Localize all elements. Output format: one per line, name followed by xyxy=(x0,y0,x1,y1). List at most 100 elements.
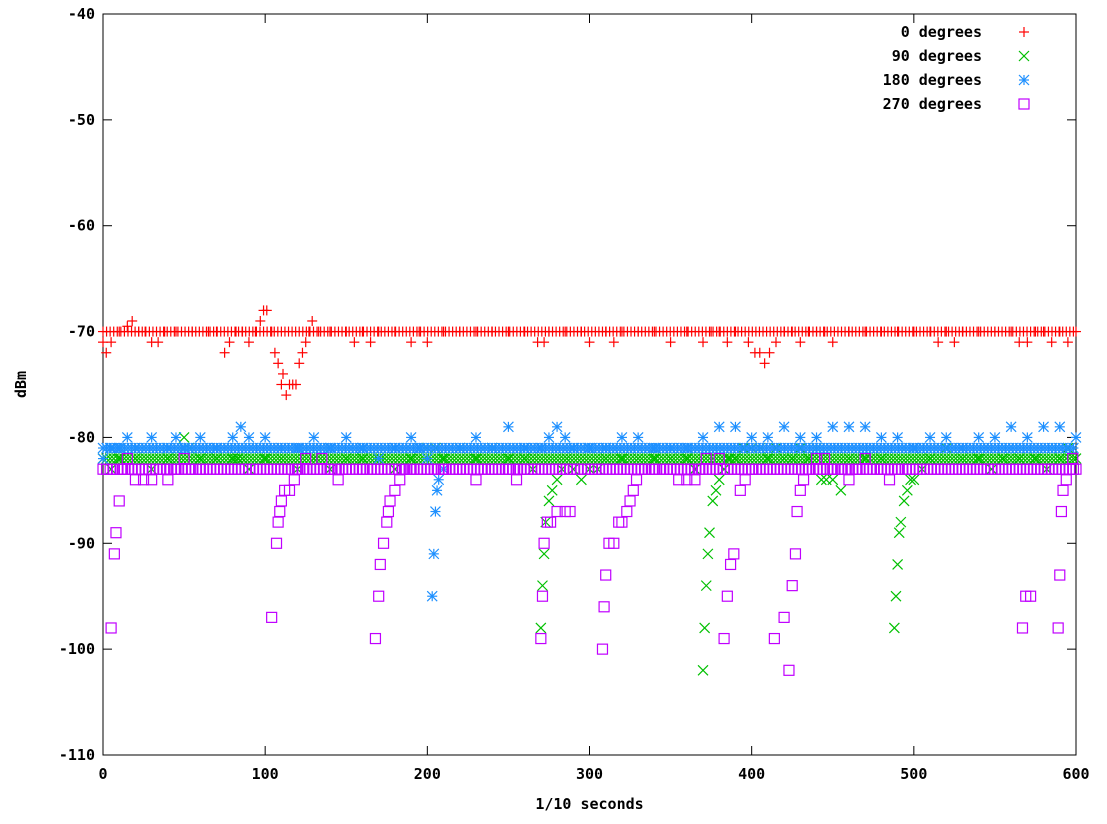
data-point xyxy=(665,337,676,348)
data-point xyxy=(543,495,555,507)
data-point xyxy=(616,453,628,465)
data-point xyxy=(218,463,230,475)
legend: 0 degrees 90 degrees 180 degrees 270 degree… xyxy=(883,23,1030,113)
data-point xyxy=(222,463,234,475)
data-point xyxy=(426,590,438,602)
data-point xyxy=(1067,453,1079,465)
data-point xyxy=(632,453,644,465)
data-point xyxy=(502,453,514,465)
data-point xyxy=(405,463,417,475)
data-point xyxy=(303,326,314,337)
data-point xyxy=(678,463,691,475)
data-point xyxy=(486,442,498,454)
data-point xyxy=(600,453,612,465)
data-point xyxy=(454,442,466,454)
data-point xyxy=(544,516,557,528)
data-point xyxy=(710,484,722,496)
data-point xyxy=(771,463,783,475)
data-point xyxy=(694,463,706,475)
data-point xyxy=(621,505,633,518)
data-point xyxy=(732,463,744,475)
data-point xyxy=(910,463,923,475)
y-tick-label: -40 xyxy=(68,5,95,23)
data-point xyxy=(607,463,619,475)
data-point xyxy=(628,463,641,475)
data-point xyxy=(551,505,563,518)
data-point xyxy=(827,337,838,348)
x-tick-label: 200 xyxy=(414,765,441,783)
data-point xyxy=(714,326,725,337)
data-point xyxy=(204,463,216,475)
data-point xyxy=(272,463,284,475)
legend-label: 180 degrees xyxy=(883,71,982,89)
data-point xyxy=(827,421,839,433)
data-point xyxy=(1054,421,1066,433)
data-point xyxy=(237,326,248,337)
data-point xyxy=(278,368,289,379)
data-point xyxy=(457,463,469,475)
data-point xyxy=(259,432,271,443)
data-point xyxy=(762,453,774,465)
data-point xyxy=(734,484,746,496)
data-point xyxy=(1070,432,1082,443)
data-point xyxy=(1028,463,1040,475)
data-point xyxy=(110,527,122,539)
data-point xyxy=(1054,453,1066,465)
series-layer xyxy=(97,305,1082,676)
data-point xyxy=(718,632,730,645)
data-point xyxy=(349,337,360,348)
data-point xyxy=(743,337,754,348)
data-point xyxy=(996,463,1008,475)
data-point xyxy=(616,326,627,337)
data-point xyxy=(1063,463,1076,475)
data-point xyxy=(946,463,958,475)
data-point xyxy=(857,463,869,475)
data-point xyxy=(668,463,680,475)
data-point xyxy=(973,453,985,465)
data-point xyxy=(250,326,261,337)
data-point xyxy=(232,463,245,475)
data-point xyxy=(454,326,465,337)
data-point xyxy=(211,463,223,475)
data-point xyxy=(389,463,401,475)
data-point xyxy=(538,537,550,549)
data-point xyxy=(736,463,748,475)
y-tick-label: -80 xyxy=(68,428,95,446)
data-point xyxy=(340,453,352,465)
legend-marker xyxy=(1018,50,1030,62)
data-point xyxy=(315,463,327,475)
data-point xyxy=(1070,463,1082,475)
data-point xyxy=(130,442,141,454)
data-point xyxy=(730,421,741,433)
data-point xyxy=(810,453,823,465)
data-point xyxy=(859,453,871,465)
data-point xyxy=(722,337,733,348)
data-point xyxy=(785,463,798,475)
data-point xyxy=(438,326,449,337)
data-point xyxy=(372,463,384,475)
data-point xyxy=(336,463,348,475)
data-point xyxy=(487,326,498,337)
data-point xyxy=(382,505,395,518)
data-point xyxy=(422,337,433,348)
data-point xyxy=(802,463,815,475)
data-point xyxy=(343,463,355,475)
data-point xyxy=(889,463,901,475)
data-point xyxy=(616,516,628,528)
data-point xyxy=(1013,453,1025,465)
data-point xyxy=(957,453,968,465)
data-point xyxy=(519,442,531,454)
data-point xyxy=(576,326,587,337)
data-point xyxy=(297,347,308,358)
data-point xyxy=(730,326,741,337)
data-point xyxy=(905,474,917,486)
data-point xyxy=(942,463,955,475)
data-point xyxy=(1006,326,1017,337)
data-point xyxy=(700,453,712,465)
data-point xyxy=(183,463,195,475)
legend-label: 270 degrees xyxy=(883,95,982,113)
data-point xyxy=(340,463,352,475)
data-point xyxy=(835,463,847,475)
data-point xyxy=(470,326,481,337)
data-point xyxy=(543,326,554,337)
